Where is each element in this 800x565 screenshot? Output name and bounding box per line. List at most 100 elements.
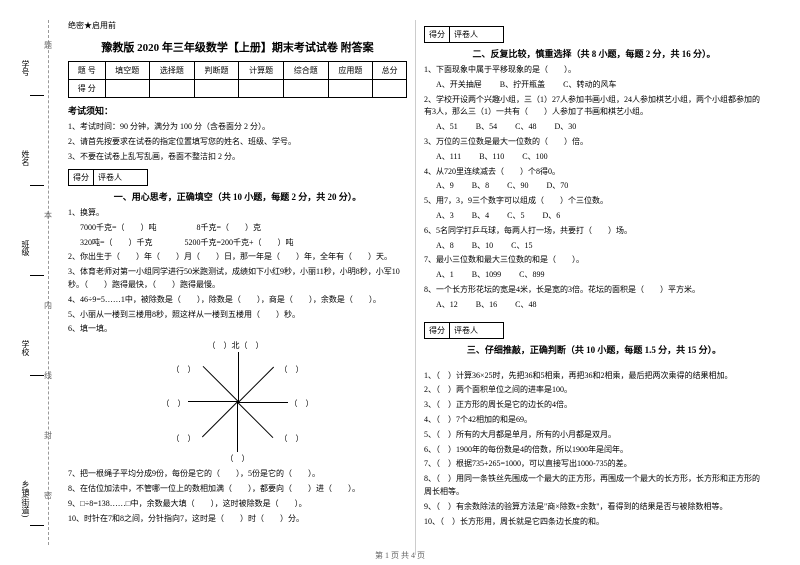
right-column: 得分 评卷人 二、反复比较，慎重选择（共 8 小题，每题 2 分，共 16 分）… (416, 20, 772, 555)
s3q3: 3、（ ）正方形的周长是它的边长的4倍。 (424, 399, 764, 412)
dash-label: 线 (44, 370, 52, 381)
grade-box: 得分 评卷人 (424, 26, 504, 43)
th: 应用题 (328, 62, 373, 80)
s2q6: 6、5名同学打乒乓球，每两人打一场，共要打（ ）场。 (424, 225, 764, 238)
s2q2-opts: A、51B、54C、48D、30 (424, 121, 764, 134)
td-blank[interactable] (150, 80, 195, 98)
compass-blank: （ ） (226, 453, 250, 464)
dash-label: 本 (44, 210, 52, 221)
grade-col: 得分 (69, 170, 94, 185)
s2q6-opts: A、8B、10C、15 (424, 240, 764, 253)
s3q10: 10、（ ）长方形用，周长就是它四条边长度的和。 (424, 516, 764, 529)
dash-label: 密 (44, 490, 52, 501)
s2q3-opts: A、111B、110C、100 (424, 151, 764, 164)
th: 综合题 (283, 62, 328, 80)
q4: 4、46÷9=5……1中，被除数是（ ），除数是（ ），商是（ ），余数是（ ）… (68, 294, 407, 307)
section3-title: 三、仔细推敲，正确判断（共 10 小题，每题 1.5 分，共 15 分）。 (424, 343, 764, 356)
s2q7-opts: A、1B、1099C、899 (424, 269, 764, 282)
s2q5: 5、用7，3，9三个数字可以组成（ ）个三位数。 (424, 195, 764, 208)
margin-label-xuexiao: 学校 (20, 340, 31, 356)
s3q4: 4、（ ）7个42相加的和是69。 (424, 414, 764, 427)
td-blank[interactable] (328, 80, 373, 98)
compass-blank: （ ） (172, 364, 196, 375)
td: 得 分 (69, 80, 106, 98)
q6: 6、填一填。 (68, 323, 407, 336)
s3q6: 6、（ ）1900年的每份数是4的倍数，所以1900年是闰年。 (424, 444, 764, 457)
compass-blank: （ ） (290, 398, 314, 409)
secret-label: 绝密★启用前 (68, 20, 407, 31)
section2-title: 二、反复比较，慎重选择（共 8 小题，每题 2 分，共 16 分）。 (424, 47, 764, 60)
margin-label-banji: 班级 (20, 240, 31, 256)
margin-label-xiangzhen: 乡镇(街道) (20, 480, 31, 517)
s2q4-opts: A、9B、8C、90D、70 (424, 180, 764, 193)
margin-underline (30, 375, 44, 376)
q5: 5、小丽从一楼到三楼用8秒，照这样从一楼到五楼用（ ）秒。 (68, 309, 407, 322)
dash-label: 封 (44, 430, 52, 441)
th: 选择题 (150, 62, 195, 80)
q1: 1、换算。 (68, 207, 407, 220)
compass-diagram: （ ）北（ ） （ ） （ ） （ ） （ ） （ ） （ ） （ ） (168, 342, 308, 462)
th: 题 号 (69, 62, 106, 80)
q7: 7、把一根绳子平均分成9份，每份是它的（ ），5份是它的（ ）。 (68, 468, 407, 481)
grader-col: 评卷人 (94, 170, 126, 185)
td-blank[interactable] (194, 80, 239, 98)
compass-n: （ ）北（ ） (208, 340, 264, 351)
s2q8: 8、一个长方形花坛的宽是4米，长是宽的3倍。花坛的面积是（ ）平方米。 (424, 284, 764, 297)
margin-underline (30, 525, 44, 526)
exam-title: 豫教版 2020 年三年级数学【上册】期末考试试卷 附答案 (68, 39, 407, 55)
q9: 9、□÷8=138……□中，余数最大填（ ），这时被除数是（ ）。 (68, 498, 407, 511)
margin-underline (30, 185, 44, 186)
margin-underline (30, 95, 44, 96)
dash-label: 题 (44, 40, 52, 51)
compass-blank: （ ） (280, 433, 304, 444)
compass-blank: （ ） (162, 398, 186, 409)
s2q1-opts: A、开关抽屉B、拧开瓶盖C、转动的风车 (424, 79, 764, 92)
s2q7: 7、最小三位数和最大三位数的和是（ ）。 (424, 254, 764, 267)
th: 计算题 (239, 62, 284, 80)
s3q1: 1、（ ）计算36×25时，先把36和5相乘，再把36和2相乘，最后把两次乘得的… (424, 370, 764, 383)
s3q5: 5、（ ）所有的大月都是单月，所有的小月都是双月。 (424, 429, 764, 442)
grade-box: 得分 评卷人 (68, 169, 148, 186)
grader-col: 评卷人 (450, 323, 482, 338)
margin-label-xingming: 姓名 (20, 150, 31, 166)
notice-heading: 考试须知： (68, 104, 407, 117)
compass-blank: （ ） (172, 433, 196, 444)
q1a: 7000千克=（ ）吨 8千克=（ ）克 (68, 222, 407, 235)
binding-margin: 学号 姓名 班级 学校 乡镇(街道) 题 本 内 线 封 密 (0, 0, 54, 565)
margin-underline (30, 275, 44, 276)
td-blank[interactable] (105, 80, 150, 98)
th: 填空题 (105, 62, 150, 80)
q2: 2、你出生于（ ）年（ ）月（ ）日，那一年是（ ）年，全年有（ ）天。 (68, 251, 407, 264)
th: 判断题 (194, 62, 239, 80)
q10: 10、时针在7和8之间，分针指向7，这时是（ ）时（ ）分。 (68, 513, 407, 526)
s2q3: 3、万位的三位数是最大一位数的（ ）倍。 (424, 136, 764, 149)
content-area: 绝密★启用前 豫教版 2020 年三年级数学【上册】期末考试试卷 附答案 题 号… (54, 0, 800, 565)
s2q5-opts: A、3B、4C、5D、6 (424, 210, 764, 223)
s3q7: 7、（ ）根据735+265=1000，可以直接写出1000-735的差。 (424, 458, 764, 471)
notice-item: 2、请首先按要求在试卷的指定位置填写您的姓名、班级、学号。 (68, 136, 407, 148)
q3: 3、体育老师对第一小组同学进行50米跑测试，成绩如下小红9秒，小丽11秒，小明8… (68, 266, 407, 292)
notice-item: 1、考试时间：90 分钟，满分为 100 分（含卷面分 2 分）。 (68, 121, 407, 133)
td-blank[interactable] (373, 80, 407, 98)
td-blank[interactable] (239, 80, 284, 98)
score-table: 题 号 填空题 选择题 判断题 计算题 综合题 应用题 总分 得 分 (68, 61, 407, 98)
grader-col: 评卷人 (450, 27, 482, 42)
grade-col: 得分 (425, 323, 450, 338)
compass-blank: （ ） (280, 364, 304, 375)
th: 总分 (373, 62, 407, 80)
s2q1: 1、下面现象中属于平移现象的是（ ）。 (424, 64, 764, 77)
s3q8: 8、（ ）用同一条铁丝先围成一个最大的正方形，再围成一个最大的长方形，长方形和正… (424, 473, 764, 499)
s2q4: 4、从720里连续减去（ ）个8得0。 (424, 166, 764, 179)
left-column: 绝密★启用前 豫教版 2020 年三年级数学【上册】期末考试试卷 附答案 题 号… (60, 20, 416, 555)
td-blank[interactable] (283, 80, 328, 98)
dash-line (48, 20, 49, 545)
s3q9: 9、（ ）有余数除法的验算方法是"商×除数+余数"，看得到的结果是否与被除数相等… (424, 501, 764, 514)
q8: 8、在估位加法中，不管哪一位上的数相加满（ ），都要向（ ）进（ ）。 (68, 483, 407, 496)
q1b: 320吨=（ ）千克 5200千克=200千克+（ ）吨 (68, 237, 407, 250)
grade-box: 得分 评卷人 (424, 322, 504, 339)
grade-col: 得分 (425, 27, 450, 42)
page-footer: 第 1 页 共 4 页 (0, 550, 800, 561)
s2q8-opts: A、12B、16C、48 (424, 299, 764, 312)
notice-item: 3、不要在试卷上乱写乱画，卷面不整洁扣 2 分。 (68, 151, 407, 163)
s2q2: 2、学校开设两个兴趣小组，三（1）27人参加书画小组，24人参加棋艺小组，两个小… (424, 94, 764, 120)
